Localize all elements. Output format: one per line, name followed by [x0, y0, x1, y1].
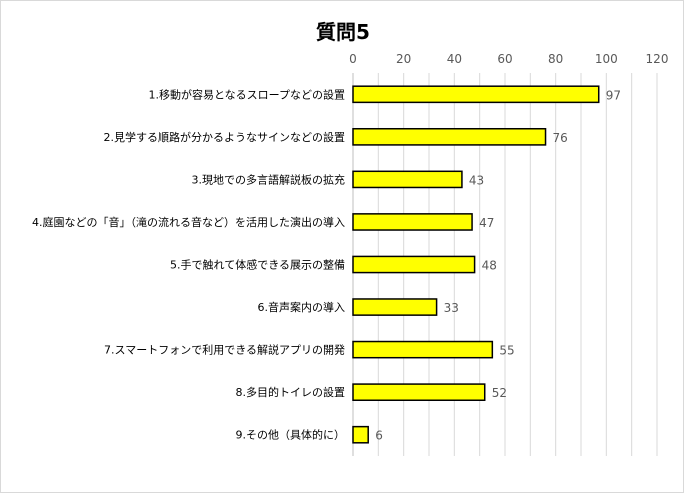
category-label: 9.その他（具体的に）: [236, 428, 346, 442]
category-label: 6.音声案内の導入: [258, 300, 346, 314]
data-labels: 97 76 43 47 48 33 55 52 6: [375, 88, 621, 442]
bar: [352, 298, 438, 316]
bar: [352, 255, 476, 274]
bar: [352, 85, 600, 104]
x-axis-ticks: 0 20 40 60 80 100 120: [349, 52, 668, 66]
category-label: 3.現地での多言語解説板の拡充: [192, 172, 346, 186]
category-labels: 1.移動が容易となるスロープなどの設置 2.見学する順路が分かるようなサインなどの…: [32, 87, 345, 441]
chart-title: 質問5: [316, 20, 370, 44]
data-label: 6: [375, 429, 383, 443]
data-label: 33: [444, 301, 459, 315]
data-label: 76: [553, 131, 568, 145]
bars: [352, 85, 600, 444]
bar: [352, 170, 463, 189]
x-tick-label: 20: [396, 52, 411, 66]
bar: [352, 127, 547, 146]
category-label: 8.多目的トイレの設置: [236, 385, 346, 399]
bar: [352, 213, 473, 231]
bar: [352, 383, 486, 402]
x-tick-label: 60: [497, 52, 512, 66]
data-label: 97: [606, 88, 621, 102]
category-label: 7.スマートフォンで利用できる解説アプリの開発: [104, 343, 345, 357]
data-label: 55: [499, 344, 514, 358]
x-tick-label: 120: [646, 52, 669, 66]
bar: [352, 425, 369, 444]
x-tick-label: 0: [349, 52, 357, 66]
x-tick-label: 80: [548, 52, 563, 66]
category-label: 5.手で触れて体感できる展示の整備: [170, 258, 345, 272]
x-tick-label: 40: [447, 52, 462, 66]
data-label: 43: [469, 173, 484, 187]
category-label: 2.見学する順路が分かるようなサインなどの設置: [104, 130, 346, 144]
data-label: 47: [479, 216, 494, 230]
category-label: 4.庭園などの「音」（滝の流れる音など）を活用した演出の導入: [32, 215, 345, 229]
x-tick-label: 100: [595, 52, 618, 66]
category-label: 1.移動が容易となるスロープなどの設置: [148, 87, 345, 101]
bar: [352, 340, 494, 359]
data-label: 52: [492, 386, 507, 400]
data-label: 48: [482, 259, 497, 273]
